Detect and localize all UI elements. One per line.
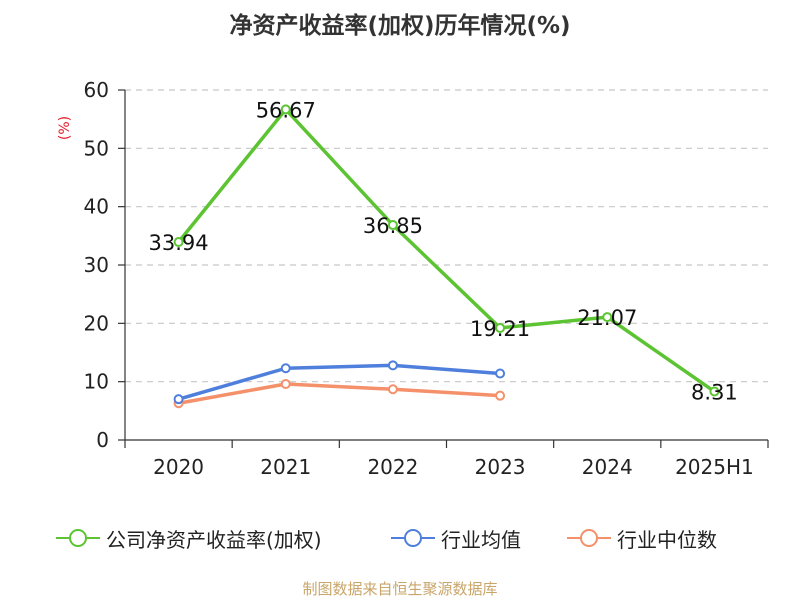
y-axis-ticks: 0 10 20 30 40 50 60 [84, 78, 125, 452]
data-point[interactable] [495, 390, 506, 401]
legend-marker-industry-mean [391, 529, 435, 547]
data-label: 36.85 [363, 214, 423, 238]
data-point[interactable] [280, 104, 291, 115]
legend-marker-company [56, 529, 100, 547]
y-tick-label: 30 [84, 253, 109, 277]
data-label: 21.07 [577, 306, 637, 330]
data-label: 33.94 [149, 231, 209, 255]
legend-marker-industry-median [567, 529, 611, 547]
legend: 公司净资产收益率(加权) 行业均值 行业中位数 [0, 518, 800, 558]
series-layer [173, 104, 720, 409]
data-point[interactable] [387, 384, 398, 395]
legend-item-industry-mean[interactable]: 行业均值 [391, 518, 521, 558]
series-line [176, 107, 717, 394]
data-point[interactable] [387, 360, 398, 371]
x-tick-label: 2022 [367, 455, 418, 479]
y-tick-label: 50 [84, 136, 109, 160]
series-line [176, 382, 502, 405]
chart-title: 净资产收益率(加权)历年情况(%) [229, 13, 571, 39]
y-tick-label: 20 [84, 311, 109, 335]
x-tick-label: 2021 [260, 455, 311, 479]
legend-label-industry-median: 行业中位数 [617, 527, 717, 552]
legend-item-company[interactable]: 公司净资产收益率(加权) [56, 518, 322, 558]
data-point[interactable] [387, 220, 398, 231]
x-axis-ticks: 2020 2021 2022 2023 2024 2025H1 [124, 440, 769, 479]
y-tick-label: 60 [84, 78, 109, 102]
data-point[interactable] [280, 363, 291, 374]
data-point[interactable] [602, 312, 613, 323]
data-label: 56.67 [256, 98, 316, 122]
series-line [176, 363, 502, 401]
grid-lines [125, 89, 768, 383]
y-tick-label: 40 [84, 195, 109, 219]
x-tick-label: 2023 [475, 455, 526, 479]
legend-label-industry-mean: 行业均值 [441, 527, 521, 552]
x-tick-label: 2025H1 [675, 455, 754, 479]
y-axis-unit-label: (%) [57, 116, 73, 140]
data-point[interactable] [173, 394, 184, 405]
data-label: 8.31 [691, 381, 738, 405]
data-label: 19.21 [470, 317, 530, 341]
data-labels: 33.94 56.67 36.85 19.21 21.07 8.31 [149, 98, 738, 404]
data-point[interactable] [280, 379, 291, 389]
y-tick-label: 0 [96, 428, 109, 452]
x-tick-label: 2024 [582, 455, 633, 479]
x-tick-label: 2020 [153, 455, 204, 479]
data-source-note: 制图数据来自恒生聚源数据库 [302, 580, 498, 598]
legend-item-industry-median[interactable]: 行业中位数 [567, 518, 717, 558]
data-point[interactable] [173, 237, 184, 248]
data-point[interactable] [495, 322, 506, 333]
data-point[interactable] [495, 368, 506, 379]
y-tick-label: 10 [84, 370, 109, 394]
data-point[interactable] [709, 386, 720, 397]
legend-label-company: 公司净资产收益率(加权) [106, 527, 322, 552]
